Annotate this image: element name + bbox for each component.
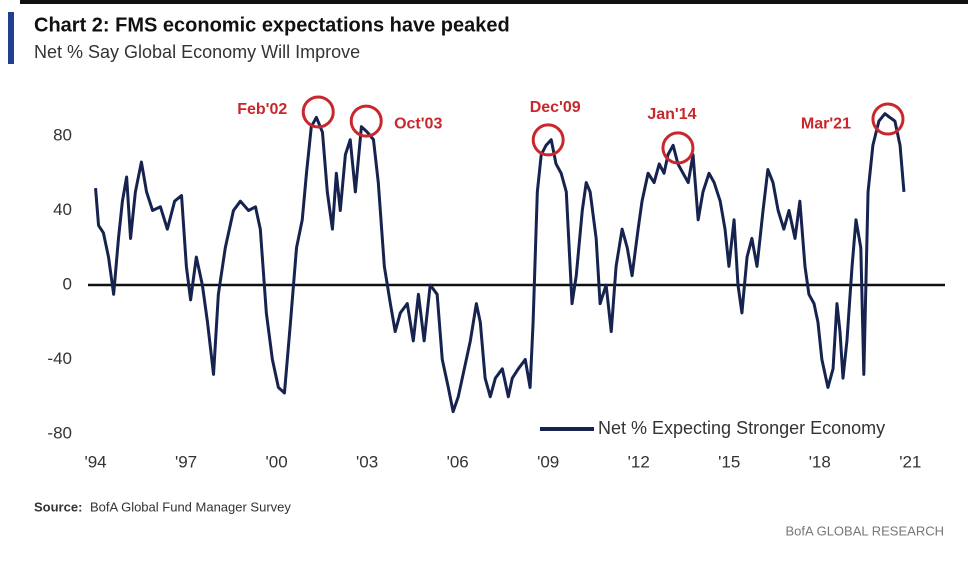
title-bar	[8, 12, 14, 64]
x-tick-label: '18	[809, 452, 831, 471]
annotation-label: Jan'14	[647, 106, 696, 123]
annotation-circle	[871, 102, 905, 136]
annotation-label: Dec'09	[530, 99, 581, 116]
annotation-circle	[661, 131, 695, 165]
source-label: Source:	[34, 499, 82, 514]
y-tick-label: -80	[47, 423, 72, 442]
legend-label: Net % Expecting Stronger Economy	[598, 418, 885, 438]
annotation-circle	[349, 104, 383, 138]
branding: BofA GLOBAL RESEARCH	[786, 523, 944, 538]
annotation-circle	[301, 95, 335, 129]
annotation-label: Feb'02	[237, 101, 287, 118]
annotation-circle	[531, 123, 565, 157]
y-tick-label: -40	[47, 349, 72, 368]
series-line	[94, 112, 906, 414]
chart-title: Chart 2: FMS economic expectations have …	[34, 14, 510, 36]
y-tick-label: 40	[53, 200, 72, 219]
x-tick-label: '06	[447, 452, 469, 471]
top-rule	[20, 0, 968, 4]
source: BofA Global Fund Manager Survey	[90, 499, 291, 514]
x-tick-label: '97	[175, 452, 197, 471]
chart-subtitle: Net % Say Global Economy Will Improve	[34, 42, 360, 62]
x-tick-label: '09	[537, 452, 559, 471]
annotation-label: Oct'03	[394, 115, 442, 132]
x-tick-label: '12	[628, 452, 650, 471]
x-tick-label: '15	[718, 452, 740, 471]
annotation-label: Mar'21	[801, 115, 851, 132]
y-tick-label: 0	[63, 274, 72, 293]
x-tick-label: '03	[356, 452, 378, 471]
x-tick-label: '94	[84, 452, 106, 471]
x-tick-label: '00	[266, 452, 288, 471]
x-tick-label: '21	[899, 452, 921, 471]
y-tick-label: 80	[53, 125, 72, 144]
